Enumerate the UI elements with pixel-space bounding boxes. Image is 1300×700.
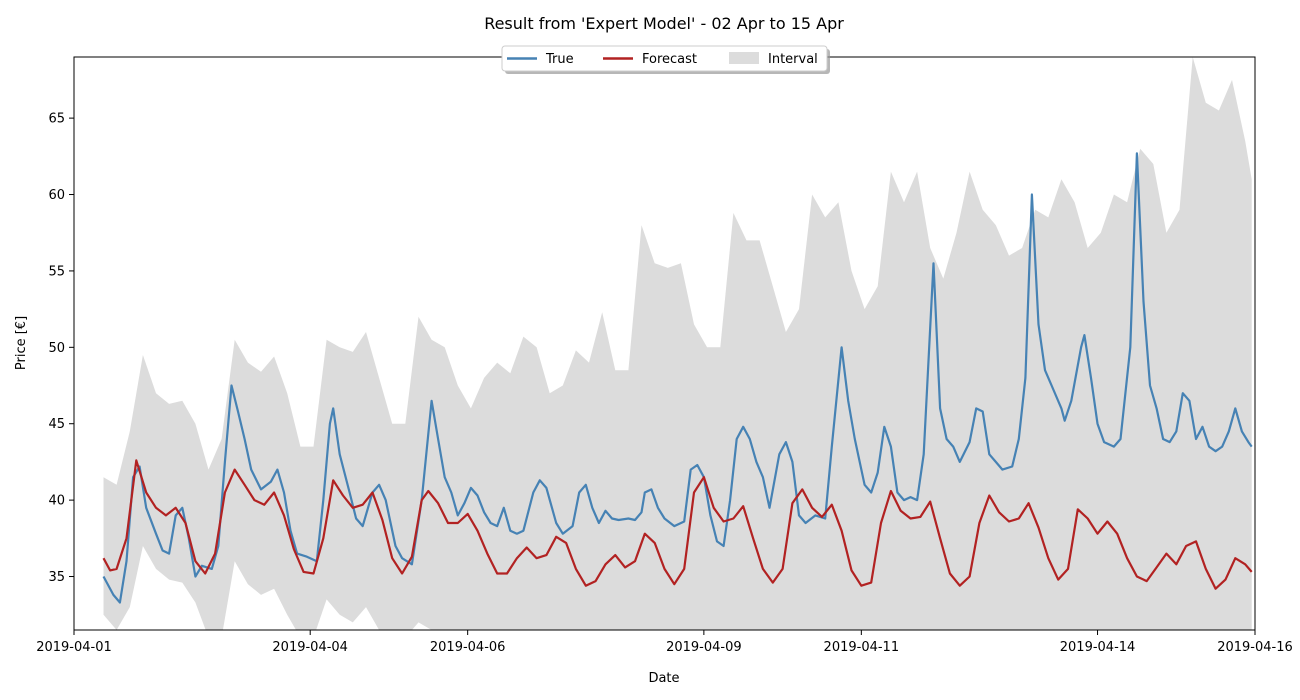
legend-interval-swatch (729, 52, 759, 64)
y-axis: 35 40 45 50 55 60 65 (48, 112, 74, 585)
x-tick-label: 2019-04-16 (1217, 640, 1293, 655)
legend: True Forecast Interval (501, 45, 830, 74)
x-tick-label: 2019-04-11 (824, 640, 900, 655)
chart-title: Result from 'Expert Model' - 02 Apr to 1… (484, 14, 844, 33)
x-tick-label: 2019-04-04 (272, 640, 348, 655)
y-tick-label: 50 (48, 341, 65, 356)
x-tick-label: 2019-04-01 (36, 640, 112, 655)
plot-area (102, 57, 1253, 630)
legend-forecast-label: Forecast (642, 52, 697, 67)
y-tick-label: 40 (48, 494, 65, 509)
y-tick-label: 60 (48, 188, 65, 203)
x-tick-label: 2019-04-06 (430, 640, 506, 655)
x-axis-title: Date (648, 671, 679, 686)
interval-band (103, 57, 1252, 630)
y-axis-title: Price [€] (14, 316, 29, 370)
legend-interval-label: Interval (768, 52, 818, 67)
true-line (102, 152, 1253, 604)
y-tick-label: 45 (48, 417, 65, 432)
y-tick-label: 55 (48, 264, 65, 279)
y-tick-label: 35 (48, 570, 65, 585)
y-tick-label: 65 (48, 112, 65, 127)
x-tick-label: 2019-04-09 (666, 640, 742, 655)
forecast-line (102, 459, 1253, 590)
x-tick-label: 2019-04-14 (1060, 640, 1136, 655)
x-axis: 2019-04-01 2019-04-04 2019-04-06 2019-04-09… (36, 630, 1293, 655)
legend-true-label: True (545, 52, 574, 67)
